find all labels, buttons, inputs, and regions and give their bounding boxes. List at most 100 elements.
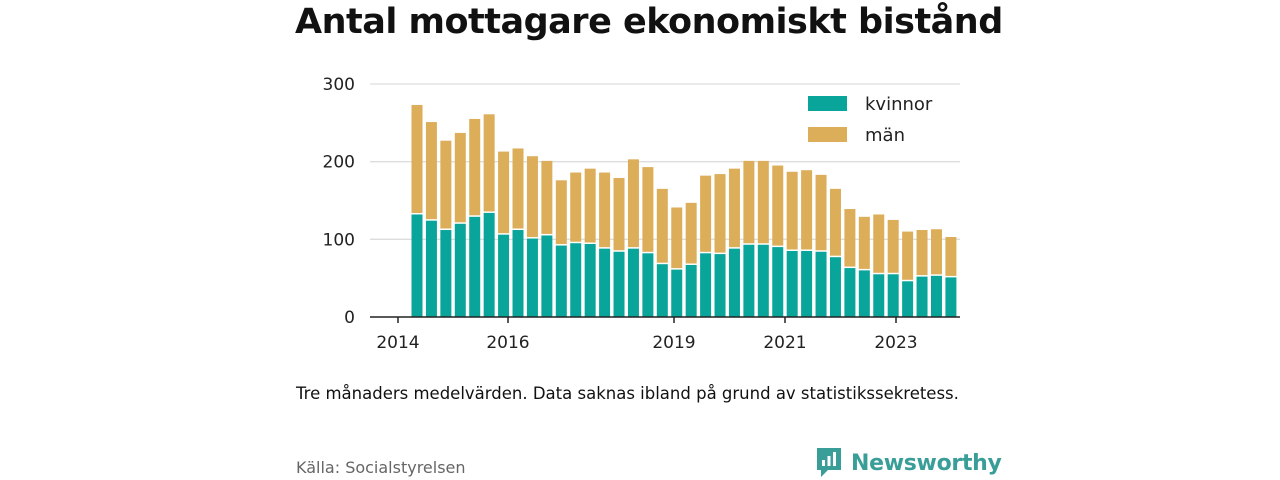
bar-kvinnor <box>411 214 423 317</box>
bar-kvinnor <box>425 220 437 317</box>
brand-logo[interactable]: Newsworthy <box>815 446 1002 480</box>
y-tick-label: 200 <box>323 153 355 173</box>
bar-man <box>599 172 611 248</box>
bar-kvinnor <box>844 268 856 317</box>
bar-man <box>627 159 639 248</box>
bar-kvinnor <box>786 250 798 317</box>
bar-kvinnor <box>757 244 769 317</box>
bar-kvinnor <box>829 257 841 317</box>
bar-kvinnor <box>685 264 697 317</box>
legend-swatch <box>808 127 847 142</box>
bar-man <box>815 174 827 251</box>
bar-man <box>483 114 495 212</box>
bar-kvinnor <box>700 253 712 317</box>
bar-man <box>858 216 870 269</box>
bar-man <box>440 140 452 229</box>
bar-kvinnor <box>512 230 524 317</box>
legend-swatch <box>808 96 847 111</box>
bar-kvinnor <box>873 274 885 317</box>
bar-kvinnor <box>627 248 639 317</box>
bar-man <box>945 237 957 276</box>
x-axis: 2014 2016 2019 2021 2023 <box>370 316 960 353</box>
bar-kvinnor <box>642 253 654 317</box>
x-tick-label: 2016 <box>486 333 529 353</box>
bar-kvinnor <box>555 245 567 317</box>
bar-man <box>844 209 856 267</box>
x-tick-label: 2019 <box>652 333 695 353</box>
bar-kvinnor <box>469 216 481 317</box>
chart-note: Tre månaders medelvärden. Data saknas ib… <box>296 384 959 403</box>
bar-man <box>656 188 668 263</box>
bar-kvinnor <box>916 276 928 317</box>
bar-kvinnor <box>454 223 466 317</box>
legend-label: kvinnor <box>865 94 933 115</box>
bar-man <box>498 151 510 234</box>
y-tick-label: 100 <box>323 230 355 250</box>
bar-man <box>685 202 697 264</box>
bar-man <box>786 171 798 250</box>
brand-name: Newsworthy <box>851 450 1002 476</box>
bar-kvinnor <box>930 275 942 317</box>
bar-man <box>873 214 885 273</box>
bar-kvinnor <box>570 243 582 317</box>
bar-man <box>411 104 423 213</box>
bar-kvinnor <box>743 244 755 317</box>
bar-kvinnor <box>728 248 740 317</box>
bar-man <box>714 174 726 253</box>
bar-man <box>469 118 481 216</box>
bars <box>411 104 957 317</box>
bar-man <box>541 160 553 234</box>
bar-man <box>887 219 899 273</box>
legend: kvinnor män <box>808 94 933 146</box>
bar-kvinnor <box>858 270 870 317</box>
y-tick-label: 300 <box>323 75 355 95</box>
bar-man <box>728 168 740 248</box>
stacked-bar-chart: 0 100 200 300 2014 2016 2019 2021 2023 kvinnor m… <box>323 75 960 353</box>
bar-kvinnor <box>483 212 495 317</box>
bar-kvinnor <box>902 281 914 317</box>
bar-man <box>584 168 596 243</box>
bar-man <box>801 170 813 250</box>
bar-man <box>829 188 841 256</box>
newsworthy-logo-icon <box>817 448 841 477</box>
bar-man <box>613 177 625 251</box>
y-tick-label: 0 <box>344 308 355 328</box>
source-text: Källa: Socialstyrelsen <box>296 458 466 477</box>
bar-kvinnor <box>498 234 510 317</box>
bar-man <box>555 180 567 245</box>
bar-man <box>902 231 914 280</box>
bar-man <box>930 229 942 275</box>
bar-kvinnor <box>584 243 596 317</box>
bar-kvinnor <box>613 251 625 317</box>
bar-man <box>570 172 582 242</box>
bar-man <box>425 122 437 220</box>
bar-kvinnor <box>772 247 784 317</box>
bar-kvinnor <box>887 274 899 317</box>
chart-title: Antal mottagare ekonomiskt bistånd <box>295 2 1003 42</box>
bar-kvinnor <box>945 277 957 317</box>
x-tick-label: 2023 <box>874 333 917 353</box>
bar-kvinnor <box>541 235 553 317</box>
bar-kvinnor <box>714 254 726 317</box>
bar-kvinnor <box>815 251 827 317</box>
bar-man <box>743 160 755 244</box>
bar-kvinnor <box>599 248 611 317</box>
bar-kvinnor <box>440 230 452 317</box>
bar-man <box>642 167 654 252</box>
bar-man <box>671 207 683 269</box>
legend-label: män <box>865 125 905 146</box>
bar-kvinnor <box>526 238 538 317</box>
x-tick-label: 2021 <box>763 333 806 353</box>
bar-man <box>526 156 538 238</box>
bar-man <box>700 175 712 252</box>
x-tick-label: 2014 <box>376 333 419 353</box>
bar-man <box>512 148 524 229</box>
bar-kvinnor <box>801 250 813 317</box>
bar-man <box>772 165 784 246</box>
y-axis-ticks: 0 100 200 300 <box>323 75 355 328</box>
bar-man <box>757 160 769 244</box>
bar-man <box>454 132 466 223</box>
bar-kvinnor <box>656 264 668 317</box>
bar-man <box>916 230 928 276</box>
bar-kvinnor <box>671 269 683 317</box>
